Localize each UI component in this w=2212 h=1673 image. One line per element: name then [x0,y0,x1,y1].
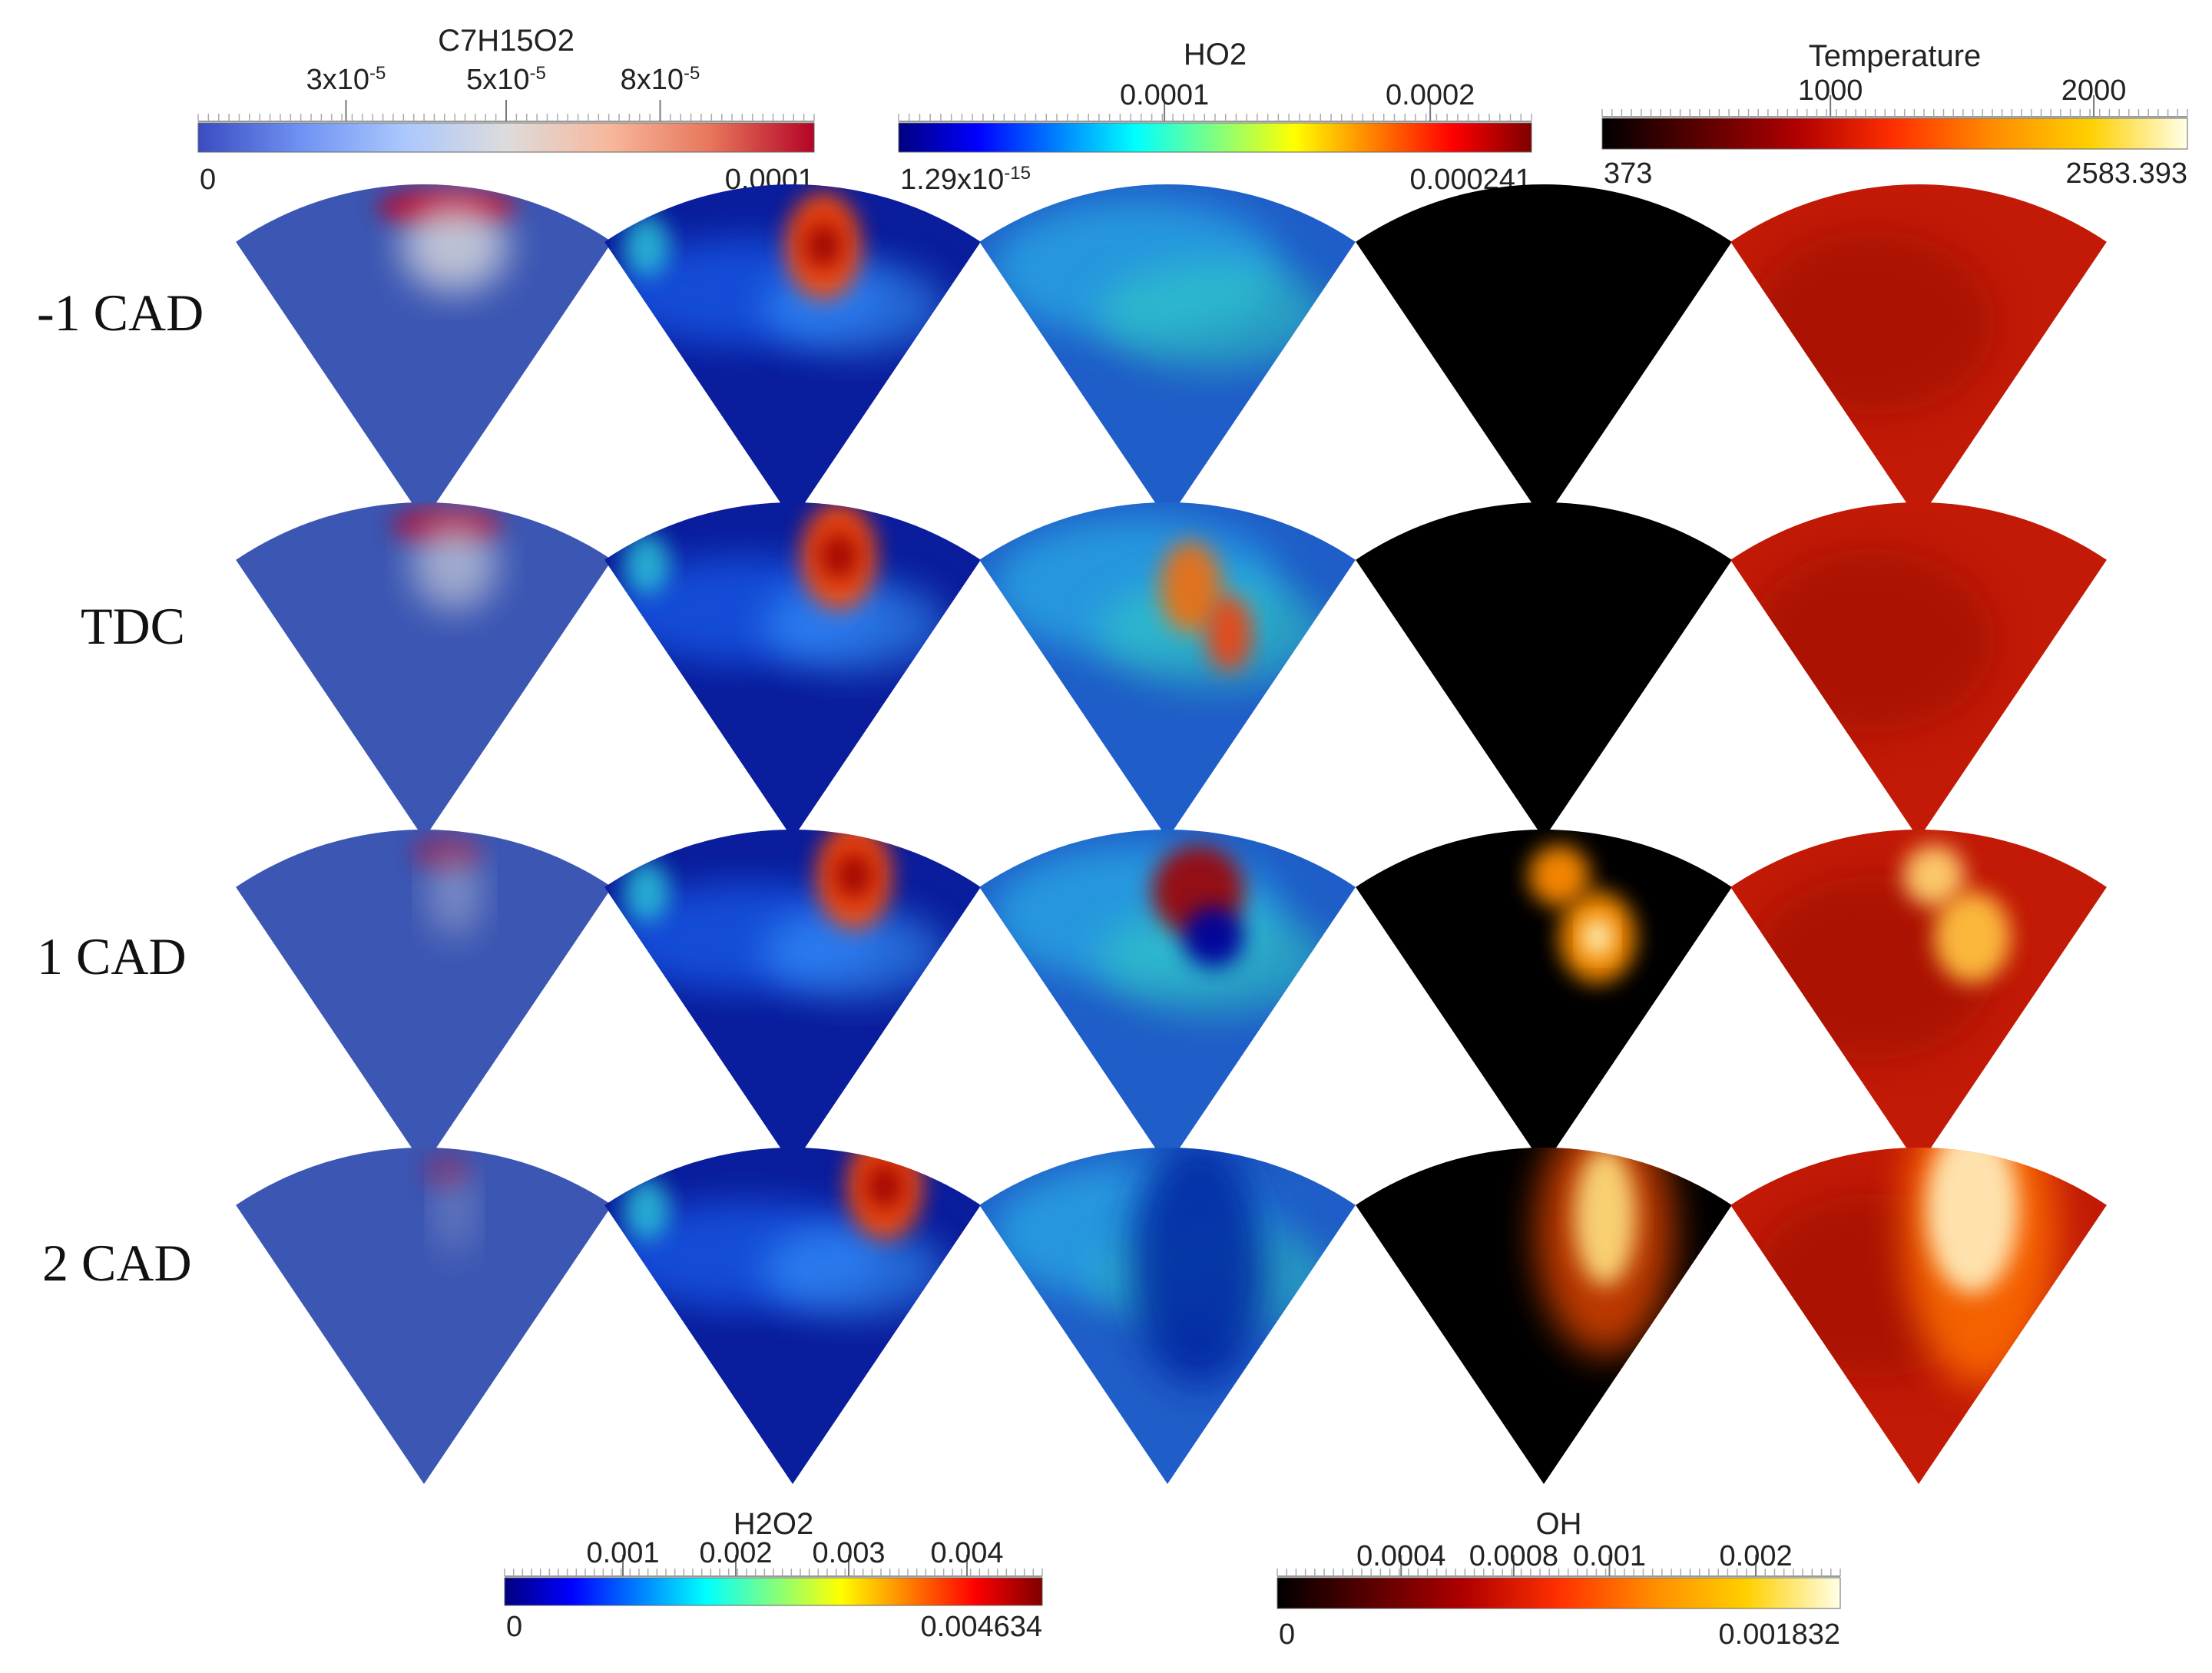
colorbar-max-label-temperature: 2583.393 [2066,157,2188,190]
colorbar-max-label-oh: 0.001832 [1719,1618,1841,1651]
colorbar-oh: OH 0.0004 0.0008 0.001 0.002 0 0.001832 [1277,1507,1841,1651]
sector-field [608,830,946,999]
colorbar-ruler-oh [1277,1555,1841,1577]
sector-h2o2-row-3 [604,830,981,1166]
sector-field [422,1151,474,1255]
sector-shape [1356,830,1732,1166]
colorbar-h2o2: H2O2 0.001 0.002 0.003 0.004 0 0.004634 [504,1507,1043,1643]
sector-shape [236,184,612,521]
sector-field [378,187,516,292]
sector-c7h15o2-row-1 [236,184,612,521]
sector-c7h15o2-row-3 [236,830,612,1166]
colorbar-gradient-h2o2 [504,1577,1043,1606]
row-label-minus1cad: -1 CAD [37,283,204,342]
sector-ho2-row-3 [979,830,1356,1166]
colorbar-ruler-temperature [1601,95,2188,118]
colorbar-ruler-ho2 [898,100,1532,122]
colorbar-tick-label-ho2: 0.0002 [1386,79,1475,111]
colorbar-tick-label-h2o2: 0.003 [812,1537,885,1569]
row-labels: -1 CAD TDC 1 CAD 2 CAD [37,283,204,1292]
sector-field [991,845,1329,1014]
colorbar-min-label-ho2: 1.29x10-15 [900,163,1031,197]
sector-temperature-row-1 [1730,184,2107,522]
sector-h2o2-row-1 [604,184,981,521]
colorbar-ruler-c7h15o2 [197,100,815,122]
sector-oh-row-2 [1356,502,1732,839]
colorbar-gradient-ho2 [898,122,1532,153]
colorbar-tick-label-temperature: 2000 [2061,75,2127,107]
row-label-tdc: TDC [81,597,185,655]
colorbar-min-label-c7h15o2: 0 [200,164,216,196]
sector-field [1750,230,1995,415]
sector-field [991,200,1329,369]
sector-h2o2-row-4 [604,1148,981,1484]
sector-ho2-row-1 [979,184,1356,521]
colorbar-tick-label-c7h15o2: 8x10-5 [621,63,700,97]
colorbar-tick-label-oh: 0.0004 [1356,1540,1445,1572]
sector-field [608,1148,946,1317]
colorbar-title-temperature: Temperature [1809,39,1982,73]
sector-field [608,502,946,671]
colorbar-title-oh: OH [1536,1507,1582,1541]
sector-field [991,1148,1329,1386]
colorbar-tick-label-oh: 0.002 [1720,1540,1793,1572]
colorbar-min-label-oh: 0 [1279,1618,1295,1651]
colorbar-tick-label-oh: 0.0008 [1469,1540,1558,1572]
colorbar-ruler-h2o2 [504,1555,1043,1577]
colorbar-tick-label-temperature: 1000 [1798,75,1863,107]
colorbar-tick-label-c7h15o2: 5x10-5 [466,63,546,97]
row-label-1cad: 1 CAD [37,927,187,986]
colorbar-gradient-c7h15o2 [197,122,815,153]
sector-ho2-row-4 [979,1148,1356,1484]
colorbar-title-c7h15o2: C7H15O2 [438,24,575,58]
colorbar-tick-label-h2o2: 0.001 [586,1537,659,1569]
sector-oh-row-1 [1356,184,1732,522]
sector-field [991,518,1329,687]
sector-c7h15o2-row-4 [236,1148,612,1484]
sector-shape [236,502,612,839]
colorbar-tick-label-h2o2: 0.004 [930,1537,1003,1569]
colorbar-gradient-oh [1277,1577,1841,1609]
sector-oh-row-3 [1356,830,1732,1166]
sector-field [412,833,482,937]
sector-field [392,505,502,610]
colorbar-tick-label-c7h15o2: 3x10-5 [306,63,386,97]
sector-c7h15o2-row-2 [236,502,612,839]
colorbar-min-label-h2o2: 0 [506,1611,522,1643]
colorbar-tick-label-h2o2: 0.002 [699,1537,772,1569]
colorbars: C7H15O2 3x10-5 5x10-5 8x10-5 0 0.0001 HO2 0.000… [197,24,2188,1651]
row-label-2cad: 2 CAD [42,1234,192,1292]
colorbar-max-label-h2o2: 0.004634 [921,1611,1043,1643]
sector-temperature-row-3 [1730,830,2107,1166]
sector-field [1750,548,1995,733]
sector-shape [1356,502,1732,839]
sector-oh-row-4 [1356,1148,1732,1484]
colorbar-gradient-temperature [1601,118,2188,150]
sector-field [608,192,946,353]
sector-shape [236,830,612,1166]
sector-ho2-row-2 [979,502,1356,839]
colorbar-min-label-temperature: 373 [1604,157,1652,190]
colorbar-title-ho2: HO2 [1184,38,1247,71]
colorbar-tick-label-ho2: 0.0001 [1120,79,1209,111]
colorbar-title-h2o2: H2O2 [733,1507,814,1541]
colorbar-tick-label-oh: 0.001 [1573,1540,1646,1572]
sector-panels [236,184,2107,1484]
sector-field [1528,845,1636,983]
sector-temperature-row-2 [1730,502,2107,839]
sector-shape [1356,184,1732,522]
sector-h2o2-row-2 [604,502,981,839]
sector-field [1536,1148,1674,1355]
sector-shape [236,1148,612,1484]
